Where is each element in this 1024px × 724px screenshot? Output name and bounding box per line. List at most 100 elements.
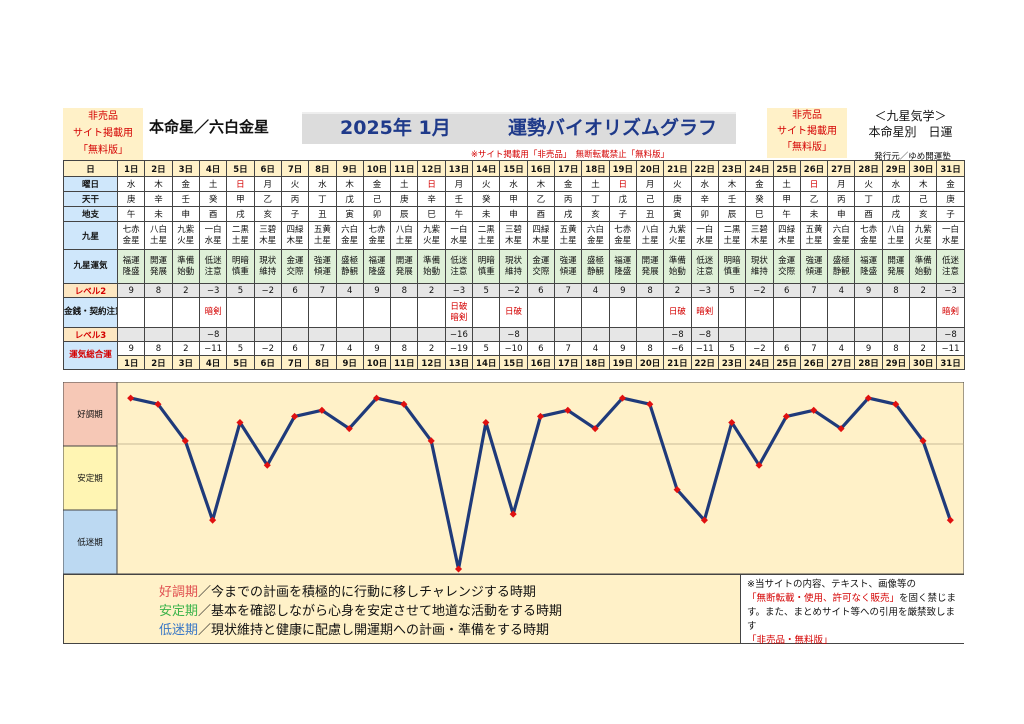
cell-weekdays-12: 日 [417,176,446,192]
cell-kinsen-16 [526,297,556,328]
cell-weekdays-23: 木 [717,176,747,192]
legend-stable-text: ／基本を確認しながら心身を安定させて地道な活動をする時期 [198,604,563,619]
legend-low: 低迷期／現状維持と健康に配慮し開運期への計画・準備をする時期 [159,621,562,640]
cell-line: 一白 [696,224,714,235]
cell-days-19: 19日 [608,160,637,177]
cell-line: 強運 [805,255,823,266]
cell-days-20: 20日 [635,160,665,177]
cell-days-6: 6日 [253,160,282,177]
cell-unsei-26: 強運 傾運 [799,249,829,284]
cell-kinsen-15: 日破 [499,297,528,328]
left-badge: 非売品 サイト掲載用 「無料版」 [63,108,143,160]
data-point-28 [864,394,872,402]
cell-level3-17 [553,327,583,342]
cell-line: 金運 [532,255,550,266]
cell-level3-11 [390,327,419,342]
table-row: レベル3 −8 −16 −8 −8 −8 −8 [63,327,965,342]
cell-tenkan-5: 甲 [226,191,255,207]
left-badge-line: 非売品 [88,111,118,122]
zone-label: 低迷期 [77,537,103,548]
cell-line: 隆盛 [122,266,140,277]
data-point-24 [755,461,763,469]
cell-line: 低迷 [450,255,468,266]
cell-weekdays-15: 水 [499,176,528,192]
cell-line: 準備 [668,255,686,266]
cell-line: 慎重 [477,266,495,277]
cell-tenkan-15: 甲 [499,191,528,207]
cell-level2-23: 5 [717,283,747,298]
cell-line: 四緑 [778,224,796,235]
cell-kyusei-19: 七赤 金星 [608,221,637,250]
cell-line: 交際 [286,266,304,277]
row-label-chishi: 地支 [63,206,118,222]
cell-line: 三碧 [505,224,523,235]
cell-days-18: 18日 [581,160,610,177]
cell-level3-29 [881,327,911,342]
cell-days-28: 28日 [854,160,883,177]
cell-tenkan-30: 己 [909,191,938,207]
cell-line: 傾運 [313,266,331,277]
cell-unsei-24: 現状 維持 [745,249,774,284]
cell-line: 現状 [505,255,523,266]
cell-line: 六白 [586,224,604,235]
cell-total-23: 5 [717,341,747,356]
cell-days-23: 23日 [717,355,747,370]
cell-days-14: 14日 [472,355,501,370]
cell-line: 土星 [231,235,249,246]
table-row: 1日 2日 3日 4日 5日 6日 7日 8日 9日 10日 11日 12日 13日 14日 15日 16日 1… [64,355,965,370]
cell-total-4: −11 [198,341,228,356]
legend-stable: 安定期／基本を確認しながら心身を安定させて地道な活動をする時期 [159,602,562,621]
kyusei-subtitle: 本命星別 日運 [868,125,953,139]
cell-line: 土星 [313,235,331,246]
cell-kyusei-4: 一白 水星 [198,221,228,250]
cell-weekdays-29: 水 [881,176,911,192]
legend-good-text: ／今までの計画を積極的に行動に移しチャレンジする時期 [198,585,536,600]
cell-days-21: 21日 [663,355,692,370]
data-point-25 [782,412,790,420]
cell-chishi-7: 子 [280,206,310,222]
cell-line: 五黄 [313,224,331,235]
cell-level3-20 [635,327,665,342]
cell-level3-14 [472,327,501,342]
cell-days-26: 26日 [799,355,829,370]
cell-days-18: 18日 [581,355,610,370]
cell-chishi-16: 酉 [526,206,556,222]
cell-tenkan-16: 乙 [526,191,556,207]
cell-line: 発展 [395,266,413,277]
cell-line: 始動 [914,266,932,277]
cell-weekdays-21: 火 [663,176,692,192]
table-row: 運気総合運 9 8 2 −11 5 −2 6 7 4 9 8 2 −19 5 −10 6 7 4 9 8 −6 −11 5 −2… [63,341,965,370]
cell-line: 傾運 [805,266,823,277]
cell-tenkan-20: 己 [635,191,665,207]
data-point-1 [127,394,135,402]
legend-lines: 好調期／今までの計画を積極的に行動に移しチャレンジする時期 安定期／基本を確認し… [159,583,562,640]
zone-label: 好調期 [77,409,103,420]
data-point-9 [345,425,353,433]
cell-tenkan-18: 丁 [581,191,610,207]
cell-days-4: 4日 [198,355,228,370]
row-label-unsei: 九星運気 [63,249,118,284]
cell-days-2: 2日 [144,355,173,370]
cell-line: 準備 [914,255,932,266]
cell-unsei-25: 金運 交際 [772,249,801,284]
cell-level3-24 [745,327,774,342]
table-row: 日 1日 2日 3日 4日 5日 6日 7日 8日 9日 10日 11日 12日 13日 14日 15日 16日… [63,160,965,177]
cell-days-31: 31日 [936,160,965,177]
cell-tenkan-14: 癸 [472,191,501,207]
cell-total-12: 2 [417,341,446,356]
cell-level3-27 [827,327,856,342]
cell-total-2: 8 [144,341,173,356]
cell-line: 二黒 [723,224,741,235]
cell-line: 火星 [668,235,686,246]
cell-level3-9 [335,327,364,342]
cell-level2-16: 6 [526,283,556,298]
cell-line: 水星 [696,235,714,246]
title-year: 2025年 1月 [340,117,451,139]
cell-line: 火星 [914,235,932,246]
cell-kyusei-22: 一白 水星 [690,221,719,250]
cell-unsei-9: 盛極 静観 [335,249,364,284]
cell-line: 金運 [286,255,304,266]
cell-level2-4: −3 [198,283,228,298]
cell-line: 始動 [423,266,441,277]
